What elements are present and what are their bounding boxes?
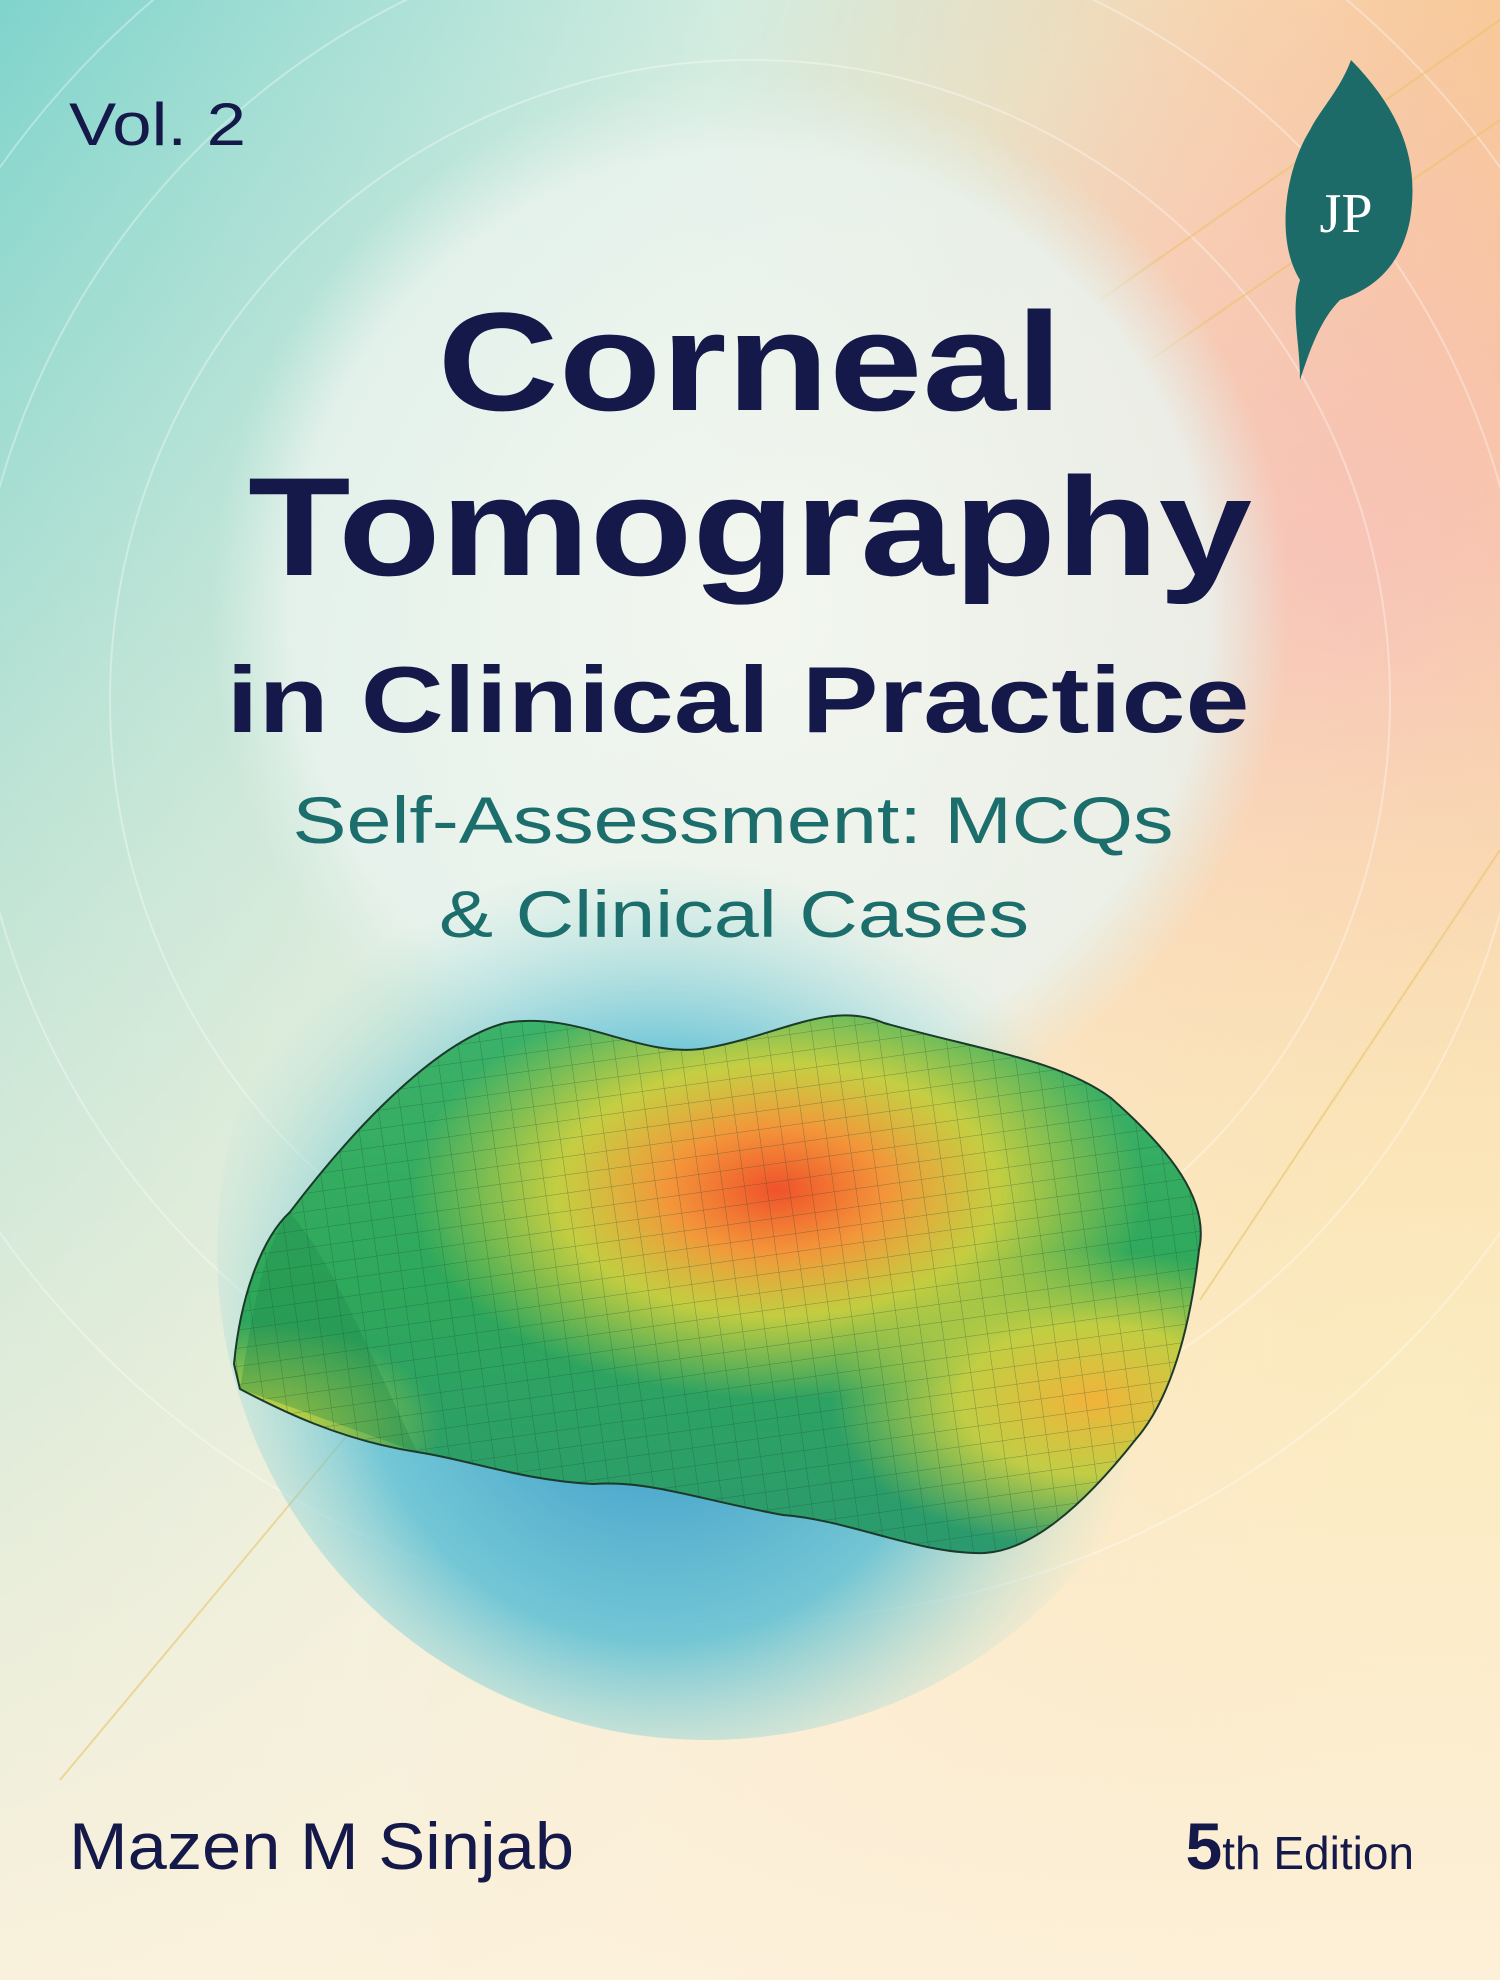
edition: 5th Edition xyxy=(1185,1809,1414,1883)
subtitle-line: & Clinical Cases xyxy=(439,877,1029,951)
edition-suffix: th Edition xyxy=(1222,1827,1414,1879)
subtitle-line: Self-Assessment: MCQs xyxy=(293,783,1174,857)
publisher-logo-text: JP xyxy=(1320,183,1373,245)
volume: Vol. 2 xyxy=(69,91,246,158)
corneal-surface xyxy=(232,1014,1202,1555)
title-line: Tomography xyxy=(248,448,1252,605)
title-line: in Clinical Practice xyxy=(227,647,1250,752)
author: Mazen M Sinjab xyxy=(69,1809,574,1883)
title-line: Corneal xyxy=(438,283,1063,440)
edition-number: 5 xyxy=(1185,1809,1222,1883)
publisher-logo: JP xyxy=(1285,60,1413,380)
